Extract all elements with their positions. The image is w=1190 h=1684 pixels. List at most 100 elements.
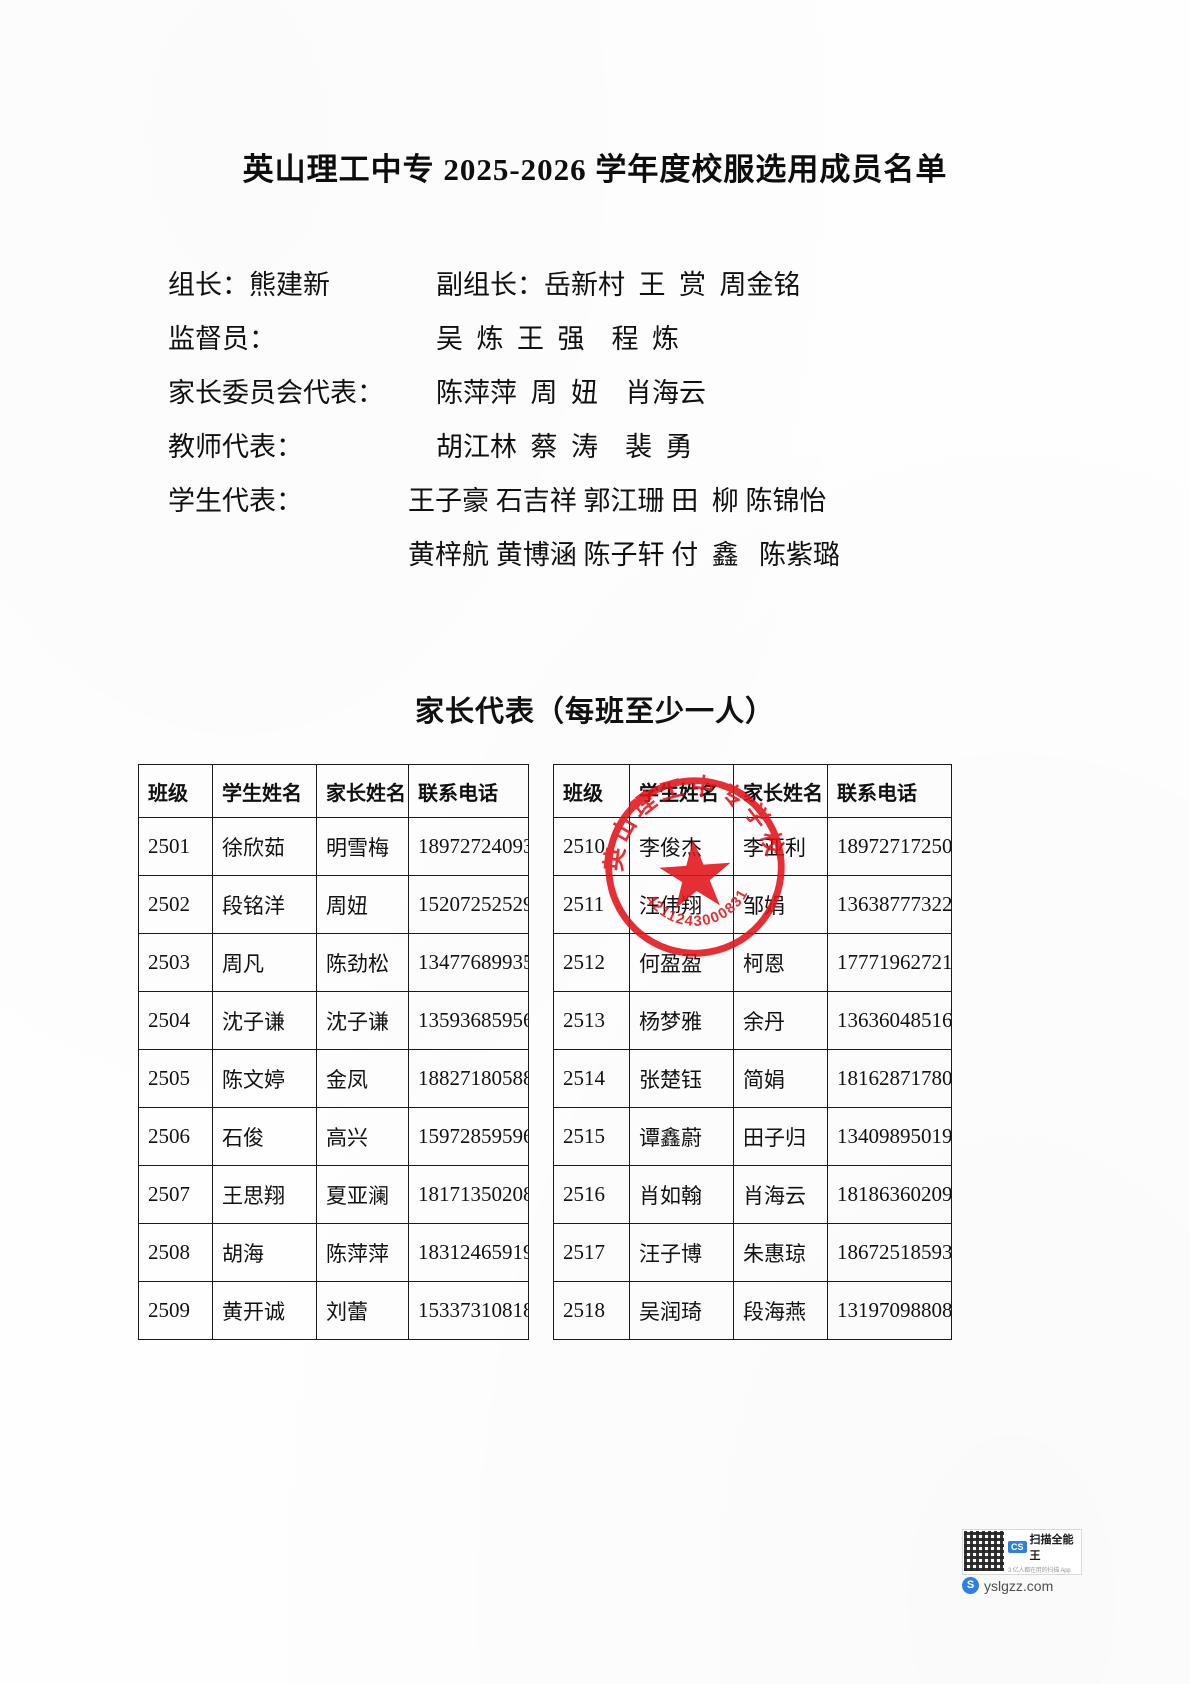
table-row: 2509 黄开诚 刘蕾 15337310818 <box>138 1281 529 1340</box>
camscanner-badge-icon: CS <box>1008 1540 1027 1553</box>
watermark-app-name: 扫描全能王 <box>1029 1533 1074 1562</box>
page-title: 英山理工中专 2025-2026 学年度校服选用成员名单 <box>242 152 948 187</box>
leader-label: 组长：熊建新 <box>168 270 330 300</box>
cell-phone: 13477689935 <box>408 933 529 992</box>
table-header-row: 班级 学生姓名 家长姓名 联系电话 <box>138 764 529 818</box>
table-row: 2514 张楚钰 简娟 18162871780 <box>553 1049 952 1108</box>
cell-parent: 刘蕾 <box>316 1281 409 1340</box>
cell-class: 2514 <box>553 1049 630 1108</box>
cell-phone: 13636048516 <box>827 991 952 1050</box>
column-header-class: 班级 <box>553 764 630 818</box>
cell-parent: 段海燕 <box>733 1281 828 1340</box>
cell-parent: 肖海云 <box>733 1165 828 1224</box>
cell-student: 陈文婷 <box>212 1049 317 1108</box>
cell-student: 周凡 <box>212 933 317 992</box>
cell-parent: 简娟 <box>733 1049 828 1108</box>
cell-phone: 13409895019 <box>827 1107 952 1166</box>
cell-student: 谭鑫蔚 <box>629 1107 734 1166</box>
cell-parent: 沈子谦 <box>316 991 409 1050</box>
table-row: 2511 汪伟翔 邹娟 13638777322 <box>553 875 952 934</box>
cell-student: 张楚钰 <box>629 1049 734 1108</box>
table-row: 2513 杨梦雅 余丹 13636048516 <box>553 991 952 1050</box>
cell-parent: 金凤 <box>316 1049 409 1108</box>
table-row: 2512 何盈盈 柯恩 17771962721 <box>553 933 952 992</box>
column-header-phone: 联系电话 <box>827 764 952 818</box>
table-row: 2508 胡海 陈萍萍 18312465919 <box>138 1223 529 1282</box>
cell-phone: 15972859596 <box>408 1107 529 1166</box>
cell-phone: 15207252529 <box>408 875 529 934</box>
parent-table-left: 班级 学生姓名 家长姓名 联系电话 2501 徐欣茹 明雪梅 18972724093 … <box>138 764 529 1340</box>
student-names-line-2: 黄梓航 黄博涵 陈子轩 付 鑫 陈紫璐 <box>408 540 840 570</box>
cell-student: 杨梦雅 <box>629 991 734 1050</box>
qr-code-icon <box>964 1531 1004 1571</box>
cell-student: 肖如翰 <box>629 1165 734 1224</box>
cell-phone: 18972724093 <box>408 817 529 876</box>
student-names-line-1: 王子豪 石吉祥 郭江珊 田 柳 陈锦怡 <box>408 486 827 516</box>
cell-student: 胡海 <box>212 1223 317 1282</box>
cell-class: 2509 <box>138 1281 213 1340</box>
section-title: 家长代表（每班至少一人） <box>414 696 775 728</box>
cell-parent: 柯恩 <box>733 933 828 992</box>
cell-class: 2507 <box>138 1165 213 1224</box>
roster-line-leader: 组长：熊建新 副组长：岳新村 王 赏 周金铭 <box>168 258 1038 312</box>
deputy-label: 副组长：岳新村 王 赏 周金铭 <box>436 270 801 300</box>
table-row: 2501 徐欣茹 明雪梅 18972724093 <box>138 817 529 876</box>
cell-phone: 18186360209 <box>827 1165 952 1224</box>
scanner-app-watermark: CS 扫描全能王 3 亿人都在用的扫描 App <box>962 1529 1082 1575</box>
cell-class: 2501 <box>138 817 213 876</box>
cell-student: 汪子博 <box>629 1223 734 1282</box>
roster-line-supervisor: 监督员： 吴 炼 王 强 程 炼 <box>168 312 1038 366</box>
cell-class: 2513 <box>553 991 630 1050</box>
table-row: 2518 吴润琦 段海燕 13197098808 <box>553 1281 952 1340</box>
cell-class: 2502 <box>138 875 213 934</box>
cell-class: 2517 <box>553 1223 630 1282</box>
cell-class: 2510 <box>553 817 630 876</box>
parent-table-right: 班级 学生姓名 家长姓名 联系电话 2510 李俊杰 李亚利 18972717250 … <box>553 764 952 1340</box>
cell-phone: 18162871780 <box>827 1049 952 1108</box>
cell-class: 2518 <box>553 1281 630 1340</box>
cell-student: 李俊杰 <box>629 817 734 876</box>
cell-phone: 18827180588 <box>408 1049 529 1108</box>
column-header-parent: 家长姓名 <box>316 764 409 818</box>
cell-class: 2503 <box>138 933 213 992</box>
site-badge-icon: S <box>962 1577 979 1594</box>
table-row: 2505 陈文婷 金凤 18827180588 <box>138 1049 529 1108</box>
roster-line-student: 学生代表： 王子豪 石吉祥 郭江珊 田 柳 陈锦怡 <box>168 474 1038 528</box>
cell-parent: 周妞 <box>316 875 409 934</box>
cell-parent: 朱惠琼 <box>733 1223 828 1282</box>
roster-line-teacher: 教师代表： 胡江林 蔡 涛 裴 勇 <box>168 420 1038 474</box>
supervisor-names: 吴 炼 王 强 程 炼 <box>436 324 679 354</box>
cell-parent: 陈萍萍 <box>316 1223 409 1282</box>
table-row: 2503 周凡 陈劲松 13477689935 <box>138 933 529 992</box>
cell-class: 2508 <box>138 1223 213 1282</box>
cell-phone: 18312465919 <box>408 1223 529 1282</box>
column-header-parent: 家长姓名 <box>733 764 828 818</box>
cell-class: 2515 <box>553 1107 630 1166</box>
cell-parent: 余丹 <box>733 991 828 1050</box>
cell-student: 沈子谦 <box>212 991 317 1050</box>
roster-line-parent-committee: 家长委员会代表： 陈萍萍 周 妞 肖海云 <box>168 366 1038 420</box>
cell-parent: 明雪梅 <box>316 817 409 876</box>
table-row: 2517 汪子博 朱惠琼 18672518593 <box>553 1223 952 1282</box>
column-header-class: 班级 <box>138 764 213 818</box>
parent-committee-label: 家长委员会代表： <box>168 378 384 408</box>
cell-class: 2512 <box>553 933 630 992</box>
parent-committee-names: 陈萍萍 周 妞 肖海云 <box>436 378 706 408</box>
watermark-url-row: S yslgzz.com <box>962 1577 1053 1594</box>
cell-class: 2511 <box>553 875 630 934</box>
cell-class: 2504 <box>138 991 213 1050</box>
watermark-tagline: 3 亿人都在用的扫描 App <box>1008 1567 1071 1574</box>
cell-student: 吴润琦 <box>629 1281 734 1340</box>
cell-phone: 17771962721 <box>827 933 952 992</box>
table-row: 2507 王思翔 夏亚澜 18171350208 <box>138 1165 529 1224</box>
watermark-text: CS 扫描全能王 3 亿人都在用的扫描 App <box>1007 1530 1081 1574</box>
cell-class: 2506 <box>138 1107 213 1166</box>
cell-phone: 13638777322 <box>827 875 952 934</box>
teacher-label: 教师代表： <box>168 432 303 462</box>
cell-student: 王思翔 <box>212 1165 317 1224</box>
teacher-names: 胡江林 蔡 涛 裴 勇 <box>436 432 693 462</box>
column-header-student: 学生姓名 <box>629 764 734 818</box>
cell-student: 段铭洋 <box>212 875 317 934</box>
table-row: 2502 段铭洋 周妞 15207252529 <box>138 875 529 934</box>
